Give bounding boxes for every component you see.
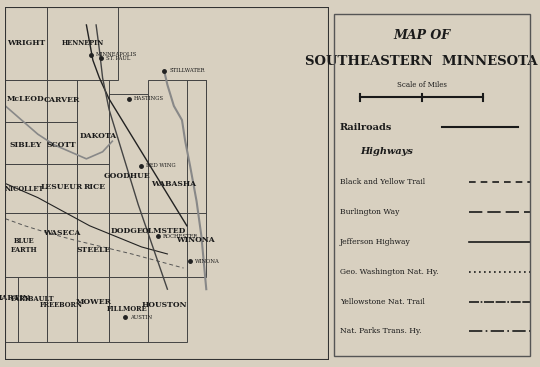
Bar <box>148 214 187 277</box>
Text: DAKOTA: DAKOTA <box>79 132 116 140</box>
Text: FILLMORE: FILLMORE <box>106 305 147 313</box>
Bar <box>109 277 148 342</box>
Text: RICE: RICE <box>84 183 105 191</box>
Text: Nat. Parks Trans. Hy.: Nat. Parks Trans. Hy. <box>340 327 421 335</box>
Bar <box>18 277 46 342</box>
Bar <box>46 214 77 277</box>
Text: Geo. Washington Nat. Hy.: Geo. Washington Nat. Hy. <box>340 268 438 276</box>
Text: RED WING: RED WING <box>146 163 176 168</box>
Text: HOUSTON: HOUSTON <box>141 301 187 309</box>
Bar <box>46 164 77 214</box>
Bar <box>46 7 118 80</box>
Text: Scale of Miles: Scale of Miles <box>397 81 447 89</box>
Bar <box>46 277 77 342</box>
Text: SCOTT: SCOTT <box>46 141 76 149</box>
Text: WABASHA: WABASHA <box>151 179 197 188</box>
Bar <box>77 80 109 164</box>
Text: Yellowstone Nat. Trail: Yellowstone Nat. Trail <box>340 298 424 305</box>
Text: OLMSTED: OLMSTED <box>142 227 186 235</box>
Bar <box>148 277 187 342</box>
Text: ROCHESTER: ROCHESTER <box>163 234 198 239</box>
Bar <box>46 122 77 164</box>
Text: MARTIN: MARTIN <box>0 294 30 302</box>
Text: Burlington Way: Burlington Way <box>340 208 399 216</box>
Text: BLUE
EARTH: BLUE EARTH <box>11 237 38 254</box>
Text: McLEOD: McLEOD <box>7 95 45 103</box>
Text: Highways: Highways <box>360 147 413 156</box>
Text: CARVER: CARVER <box>43 96 79 104</box>
Bar <box>148 80 206 214</box>
Text: WASECA: WASECA <box>43 229 80 237</box>
Bar <box>187 80 206 277</box>
Bar <box>46 80 77 122</box>
Text: WRIGHT: WRIGHT <box>6 39 45 47</box>
Text: WINONA: WINONA <box>195 258 220 264</box>
Text: GOODHUE: GOODHUE <box>104 172 150 181</box>
Bar <box>77 277 109 342</box>
Bar <box>5 122 46 164</box>
Text: Black and Yellow Trail: Black and Yellow Trail <box>340 178 425 186</box>
Bar <box>5 7 46 80</box>
Bar <box>77 164 109 214</box>
Text: Jefferson Highway: Jefferson Highway <box>340 238 410 246</box>
Bar <box>5 277 18 342</box>
Text: WINONA: WINONA <box>176 236 214 244</box>
Text: MINNEAPOLIS: MINNEAPOLIS <box>96 52 137 57</box>
Bar <box>109 94 148 214</box>
Text: NICOLLET: NICOLLET <box>4 185 44 193</box>
Text: MAP OF: MAP OF <box>393 29 450 42</box>
Text: HASTINGS: HASTINGS <box>133 97 164 101</box>
Text: ST. PAUL: ST. PAUL <box>106 56 130 61</box>
Text: FREEBORN: FREEBORN <box>40 301 83 309</box>
Text: STEELE: STEELE <box>76 247 111 254</box>
Text: DODGE: DODGE <box>111 227 143 235</box>
Bar <box>77 214 109 277</box>
Text: SIBLEY: SIBLEY <box>10 141 42 149</box>
Text: AUSTIN: AUSTIN <box>130 315 152 320</box>
Bar <box>5 214 46 277</box>
Bar <box>5 164 46 214</box>
Text: FARIBAULT: FARIBAULT <box>10 295 54 303</box>
Text: LESUEUR: LESUEUR <box>40 183 83 191</box>
Text: STILLWATER: STILLWATER <box>169 68 205 73</box>
Text: SOUTHEASTERN  MINNESOTA: SOUTHEASTERN MINNESOTA <box>306 55 538 69</box>
Bar <box>5 80 46 122</box>
Text: MOWER: MOWER <box>76 298 112 305</box>
Text: Railroads: Railroads <box>340 123 392 132</box>
Text: HENNEPIN: HENNEPIN <box>62 39 104 47</box>
Bar <box>109 214 148 277</box>
